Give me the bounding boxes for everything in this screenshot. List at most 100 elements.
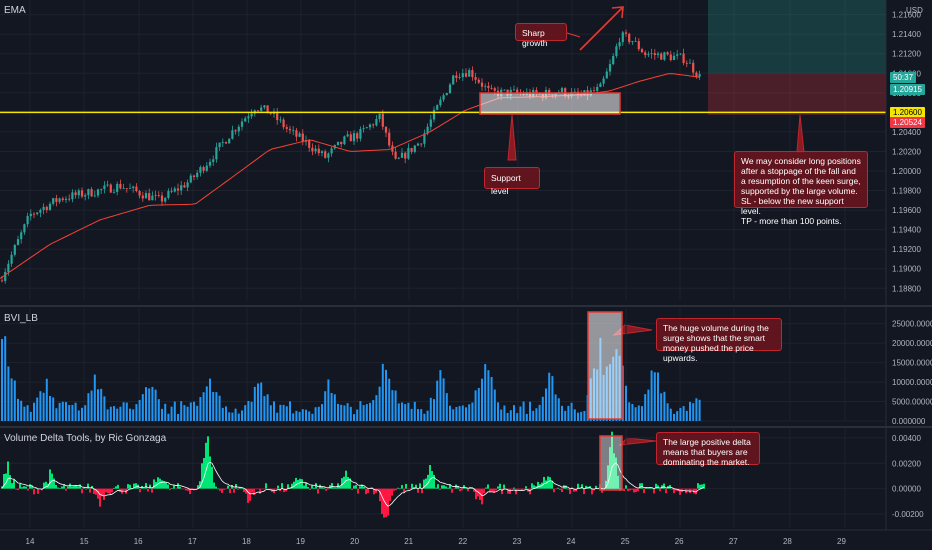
delta-bar [561, 488, 563, 493]
volume-bar [653, 372, 656, 421]
price-badge: 1.20600 [890, 107, 925, 119]
delta-bar [211, 466, 213, 489]
sharp-growth-callout[interactable]: Sharp growth [515, 23, 567, 48]
volume-bar [465, 407, 467, 421]
delta-bar [391, 488, 393, 496]
volume-callout-text: The huge volume during the surge shows t… [663, 323, 769, 363]
candle-body [416, 143, 420, 146]
candle-body [205, 165, 208, 171]
delta-bar [35, 488, 37, 490]
volume-bar [113, 406, 115, 421]
delta-bar [81, 488, 83, 494]
volume-bar [413, 401, 416, 421]
delta-callout[interactable]: The large positive delta means that buye… [656, 432, 760, 467]
candle-body [618, 42, 621, 47]
candle-body [682, 53, 685, 63]
volume-tick-label: 20000.000000 [892, 339, 932, 348]
candle-body [125, 188, 128, 190]
delta-bar [53, 478, 55, 489]
volume-bar [97, 389, 99, 421]
delta-bar [483, 488, 485, 494]
candle-body [234, 130, 237, 132]
volume-bar [471, 402, 474, 421]
volume-bar [650, 370, 653, 421]
delta-bar [67, 486, 69, 489]
delta-bar [143, 488, 145, 490]
delta-bar [517, 488, 519, 490]
delta-bar [443, 485, 445, 489]
delta-callout-text: The large positive delta means that buye… [663, 437, 751, 467]
volume-bar [436, 380, 439, 421]
delta-bar [523, 488, 525, 490]
delta-bar [595, 485, 597, 489]
candle-body [90, 189, 93, 197]
volume-bar [452, 409, 455, 421]
delta-bar [69, 483, 71, 489]
candle-body [503, 89, 506, 91]
volume-highlight-box[interactable] [587, 311, 623, 420]
volume-callout[interactable]: The huge volume during the surge shows t… [656, 318, 782, 363]
delta-bar [5, 473, 7, 489]
volume-bar [90, 390, 93, 421]
volume-bar [157, 399, 160, 421]
volume-bar [423, 413, 426, 421]
delta-bar [9, 475, 11, 489]
candle-body [448, 84, 452, 94]
delta-bar [583, 488, 585, 495]
delta-bar [459, 488, 461, 492]
delta-bar [449, 484, 451, 489]
volume-bar [237, 413, 240, 421]
delta-bar [441, 485, 443, 489]
volume-bar [417, 409, 419, 421]
delta-bar [93, 488, 95, 494]
time-tick-label: 29 [837, 537, 846, 546]
volume-bar [541, 396, 544, 421]
candle-body [660, 53, 663, 60]
delta-bar [433, 474, 435, 489]
delta-bar [577, 483, 579, 489]
delta-bar [229, 488, 231, 494]
delta-bar [679, 488, 681, 495]
volume-bar [231, 412, 234, 421]
price-pane-title: EMA [4, 5, 26, 16]
volume-bar [301, 409, 304, 421]
candle-body [436, 105, 439, 110]
delta-bar [59, 488, 61, 489]
price-tick-label: 1.21200 [892, 50, 921, 59]
volume-bar [333, 394, 336, 421]
delta-bar [365, 488, 367, 495]
delta-bar [201, 463, 203, 489]
delta-bar [115, 486, 117, 489]
delta-bar [281, 483, 283, 489]
candle-body [432, 109, 436, 120]
delta-bar [409, 488, 411, 490]
delta-bar [117, 484, 119, 489]
candle-body [164, 197, 167, 202]
delta-highlight-box[interactable] [599, 435, 623, 491]
delta-bar [673, 488, 675, 494]
delta-bar [439, 488, 441, 490]
volume-bar [580, 411, 583, 421]
delta-bar [511, 488, 513, 490]
volume-bar [666, 403, 669, 421]
delta-bar [147, 488, 149, 492]
delta-bar [641, 483, 643, 489]
volume-bar [497, 402, 499, 421]
candle-body [68, 198, 71, 200]
delta-bar [327, 488, 329, 490]
volume-bar [407, 402, 410, 421]
candle-body [685, 62, 688, 64]
delta-bar [387, 488, 389, 516]
delta-bar [27, 488, 29, 491]
volume-axis: 25000.000000 20000.000000 15000.000000 1000… [892, 320, 932, 426]
delta-bar [405, 483, 407, 489]
candle-body [244, 118, 247, 122]
delta-bar [585, 485, 587, 489]
support-box[interactable] [479, 92, 621, 115]
support-level-callout[interactable]: Support level [484, 167, 540, 196]
trade-plan-callout[interactable]: We may consider long positions after a s… [734, 151, 868, 226]
delta-bar [135, 483, 137, 489]
delta-bar [695, 488, 697, 495]
candle-body [48, 203, 52, 210]
delta-bar [45, 481, 47, 489]
